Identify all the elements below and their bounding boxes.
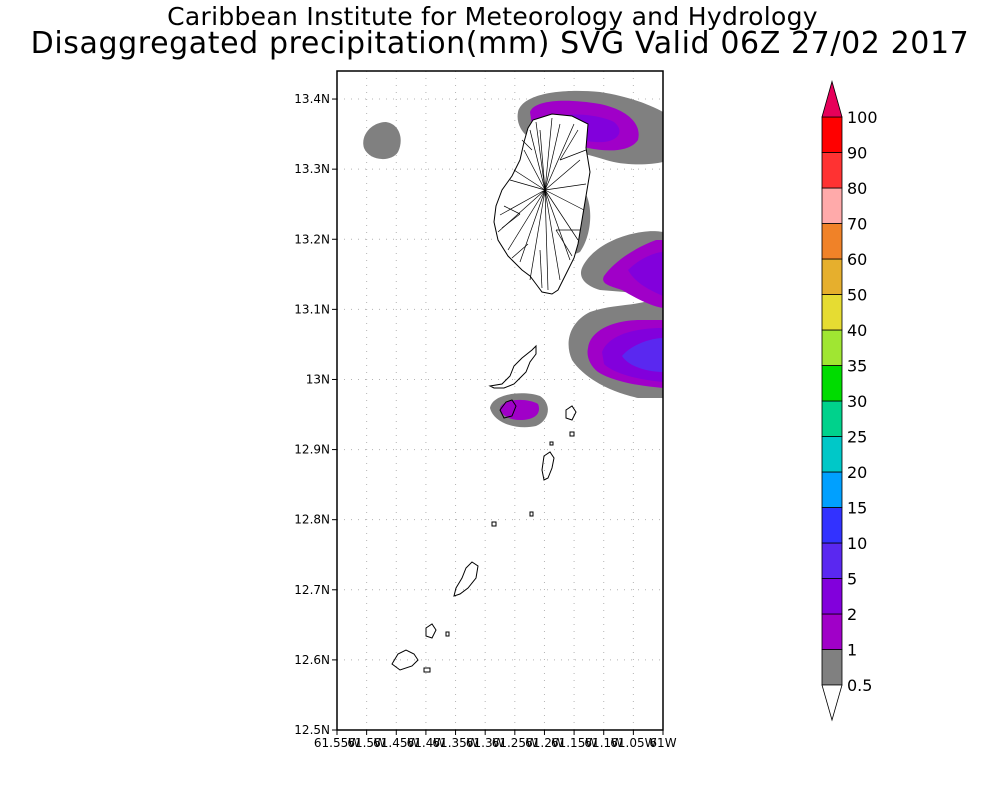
colorbar-swatch <box>821 187 843 224</box>
lon-tick-label: 61.1W <box>584 736 623 750</box>
colorbar-label: 90 <box>847 144 867 163</box>
lat-tick-label: 12.9N <box>294 443 330 457</box>
lat-tick-label: 12.5N <box>294 723 330 737</box>
colorbar-swatch <box>821 258 843 295</box>
colorbar-swatch <box>821 542 843 579</box>
colorbar-swatch <box>821 223 843 260</box>
island-st-vincent-rivers <box>497 117 587 291</box>
colorbar-label: 20 <box>847 463 867 482</box>
colorbar-swatch <box>821 80 843 118</box>
island-outline <box>569 431 575 437</box>
colorbar-swatch <box>821 152 843 189</box>
colorbar-swatch <box>821 578 843 615</box>
colorbar-label: 35 <box>847 357 867 376</box>
lat-tick-label: 13.2N <box>294 232 330 246</box>
colorbar-label: 100 <box>847 108 878 127</box>
island-outline <box>391 649 419 671</box>
lon-tick-label: 61.15W <box>551 736 597 750</box>
colorbar-swatch <box>821 507 843 544</box>
longitude-axis: 61.55W61.5W61.45W61.4W61.35W61.3W61.25W6… <box>314 730 677 750</box>
lon-tick-label: 61.3W <box>466 736 505 750</box>
lon-tick-label: 61.2W <box>525 736 564 750</box>
chart-title: Caribbean Institute for Meteorology and … <box>167 2 818 31</box>
island-outline <box>453 561 479 597</box>
colorbar-under-triangle <box>821 684 843 722</box>
precip-area-1mm <box>500 399 540 420</box>
lat-tick-label: 12.7N <box>294 583 330 597</box>
lon-tick-label: 61.25W <box>492 736 538 750</box>
colorbar-swatch <box>821 329 843 366</box>
colorbar-swatch <box>821 116 843 153</box>
colorbar-label: 1 <box>847 641 857 660</box>
lat-tick-label: 13.3N <box>294 162 330 176</box>
lat-tick-label: 12.6N <box>294 653 330 667</box>
lon-tick-label: 61.4W <box>407 736 446 750</box>
lon-tick-label: 61.05W <box>610 736 656 750</box>
colorbar-swatch <box>821 400 843 437</box>
colorbar-label: 5 <box>847 570 857 589</box>
colorbar-label: 60 <box>847 250 867 269</box>
colorbar-label: 40 <box>847 321 867 340</box>
lon-tick-label: 61.45W <box>373 736 419 750</box>
lon-tick-label: 61.5W <box>347 736 386 750</box>
colorbar-swatch <box>821 365 843 402</box>
chart-subtitle: Disaggregated precipitation(mm) SVG Vali… <box>30 26 970 61</box>
island-outline <box>491 521 497 527</box>
colorbar-label: 15 <box>847 499 867 518</box>
colorbar-swatch <box>821 294 843 331</box>
lon-tick-label: 61W <box>649 736 676 750</box>
lat-tick-label: 13N <box>306 372 330 386</box>
land-outlines <box>391 113 591 673</box>
lon-tick-label: 61.35W <box>432 736 478 750</box>
latitude-axis: 13.4N 13.3N 13.2N 13.1N 13N 12.9N 12.8N 12.7N 12… <box>294 92 337 737</box>
colorbar-label: 80 <box>847 179 867 198</box>
colorbar-swatch <box>821 613 843 650</box>
colorbar-swatch <box>821 471 843 508</box>
precip-area-2mm <box>628 252 663 296</box>
colorbar-label: 30 <box>847 392 867 411</box>
colorbar-label: 0.5 <box>847 676 872 695</box>
colorbar-label: 50 <box>847 286 867 305</box>
colorbar-label: 70 <box>847 215 867 234</box>
island-outline <box>445 631 450 637</box>
island-outline <box>423 667 431 673</box>
island-outline <box>529 511 534 517</box>
colorbar-label: 2 <box>847 605 857 624</box>
precip-area-gray <box>363 122 401 160</box>
colorbar-swatch <box>821 649 843 686</box>
precip-area-5mm <box>622 338 663 372</box>
colorbar-label: 10 <box>847 534 867 553</box>
island-outline <box>499 399 517 419</box>
lat-tick-label: 13.4N <box>294 92 330 106</box>
island-outline <box>425 623 437 639</box>
island-outline <box>541 451 555 481</box>
island-outline <box>549 441 554 446</box>
lon-tick-label: 61.55W <box>314 736 360 750</box>
island-bequia-outline <box>488 344 537 389</box>
island-outline <box>565 405 577 421</box>
colorbar-swatch <box>821 436 843 473</box>
lat-tick-label: 13.1N <box>294 302 330 316</box>
colorbar-label: 25 <box>847 428 867 447</box>
lat-tick-label: 12.8N <box>294 513 330 527</box>
map-frame <box>336 70 664 731</box>
